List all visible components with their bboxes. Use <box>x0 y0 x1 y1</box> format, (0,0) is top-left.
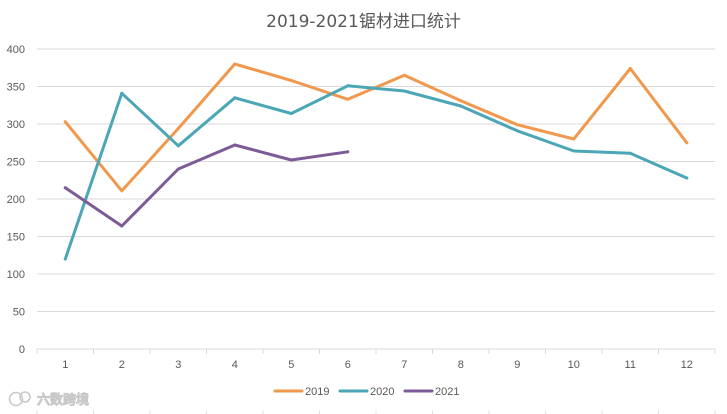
data-point-2019 <box>572 137 576 141</box>
data-point-2020 <box>685 176 689 180</box>
data-point-2021 <box>233 143 237 147</box>
data-point-2020 <box>176 144 180 148</box>
x-tick-label: 5 <box>288 359 294 371</box>
data-point-2021 <box>120 224 124 228</box>
data-point-2019 <box>628 67 632 70</box>
data-point-2019 <box>120 189 124 193</box>
logo-icon <box>8 391 31 407</box>
y-tick-label: 300 <box>7 119 25 131</box>
y-tick-label: 200 <box>7 194 25 206</box>
series-line-2020 <box>63 84 689 261</box>
data-point-2020 <box>63 257 67 261</box>
data-point-2020 <box>628 151 632 155</box>
legend-item-2020[interactable]: 2020 <box>338 386 394 398</box>
data-point-2019 <box>63 120 67 124</box>
legend-label: 2019 <box>305 386 329 398</box>
data-point-2019 <box>402 73 406 77</box>
data-point-2019 <box>515 123 519 127</box>
legend-item-2021[interactable]: 2021 <box>403 386 459 398</box>
data-point-2019 <box>685 141 689 145</box>
x-tick-label: 2 <box>119 359 125 371</box>
data-point-2021 <box>176 167 180 171</box>
data-point-2019 <box>459 99 463 103</box>
data-point-2020 <box>515 129 519 133</box>
data-point-2020 <box>402 89 406 93</box>
y-axis: 0 50 100 150 200 250 300 350 400 <box>7 44 25 356</box>
y-tick-label: 50 <box>13 307 25 319</box>
x-axis <box>36 348 716 414</box>
x-tick-label: 9 <box>514 359 520 371</box>
data-point-2019 <box>176 127 180 130</box>
series-lines <box>63 62 689 261</box>
x-tick-label: 1 <box>62 359 68 371</box>
y-tick-label: 0 <box>19 344 25 356</box>
data-point-2020 <box>346 84 350 88</box>
watermark-text: 六数跨境 <box>37 392 89 408</box>
y-tick-label: 250 <box>7 157 25 169</box>
data-point-2021 <box>346 150 350 154</box>
x-tick-label: 4 <box>232 359 238 371</box>
data-point-2020 <box>233 96 237 100</box>
x-tick-label: 11 <box>625 359 636 371</box>
y-tick-label: 150 <box>7 232 25 244</box>
data-point-2021 <box>289 158 293 162</box>
y-tick-label: 350 <box>7 82 25 94</box>
x-tick-label: 8 <box>458 359 464 371</box>
y-tick-label: 100 <box>7 269 25 281</box>
x-tick-labels: 1 2 3 4 5 6 7 8 9 10 11 12 <box>62 359 693 371</box>
x-tick-label: 12 <box>681 359 693 371</box>
legend-label: 2021 <box>435 386 459 398</box>
data-point-2020 <box>289 112 293 115</box>
x-tick-label: 7 <box>401 359 407 371</box>
legend-item-2019[interactable]: 2019 <box>273 386 329 398</box>
data-point-2020 <box>572 149 576 153</box>
data-point-2020 <box>120 91 124 95</box>
x-tick-label: 3 <box>175 359 181 371</box>
x-tick-label: 6 <box>345 359 351 371</box>
x-tick-label: 10 <box>568 359 580 371</box>
data-point-2020 <box>459 104 463 108</box>
chart-title: 2019-2021锯材进口统计 <box>266 12 461 32</box>
data-point-2019 <box>346 97 350 101</box>
series-line-2021 <box>63 143 350 228</box>
legend[interactable]: 2019 2020 2021 <box>273 386 459 398</box>
y-tick-label: 400 <box>7 44 25 56</box>
data-point-2019 <box>289 79 293 82</box>
data-point-2021 <box>63 186 67 190</box>
data-point-2019 <box>233 62 237 66</box>
legend-label: 2020 <box>370 386 394 398</box>
watermark: 六数跨境 <box>8 391 89 408</box>
